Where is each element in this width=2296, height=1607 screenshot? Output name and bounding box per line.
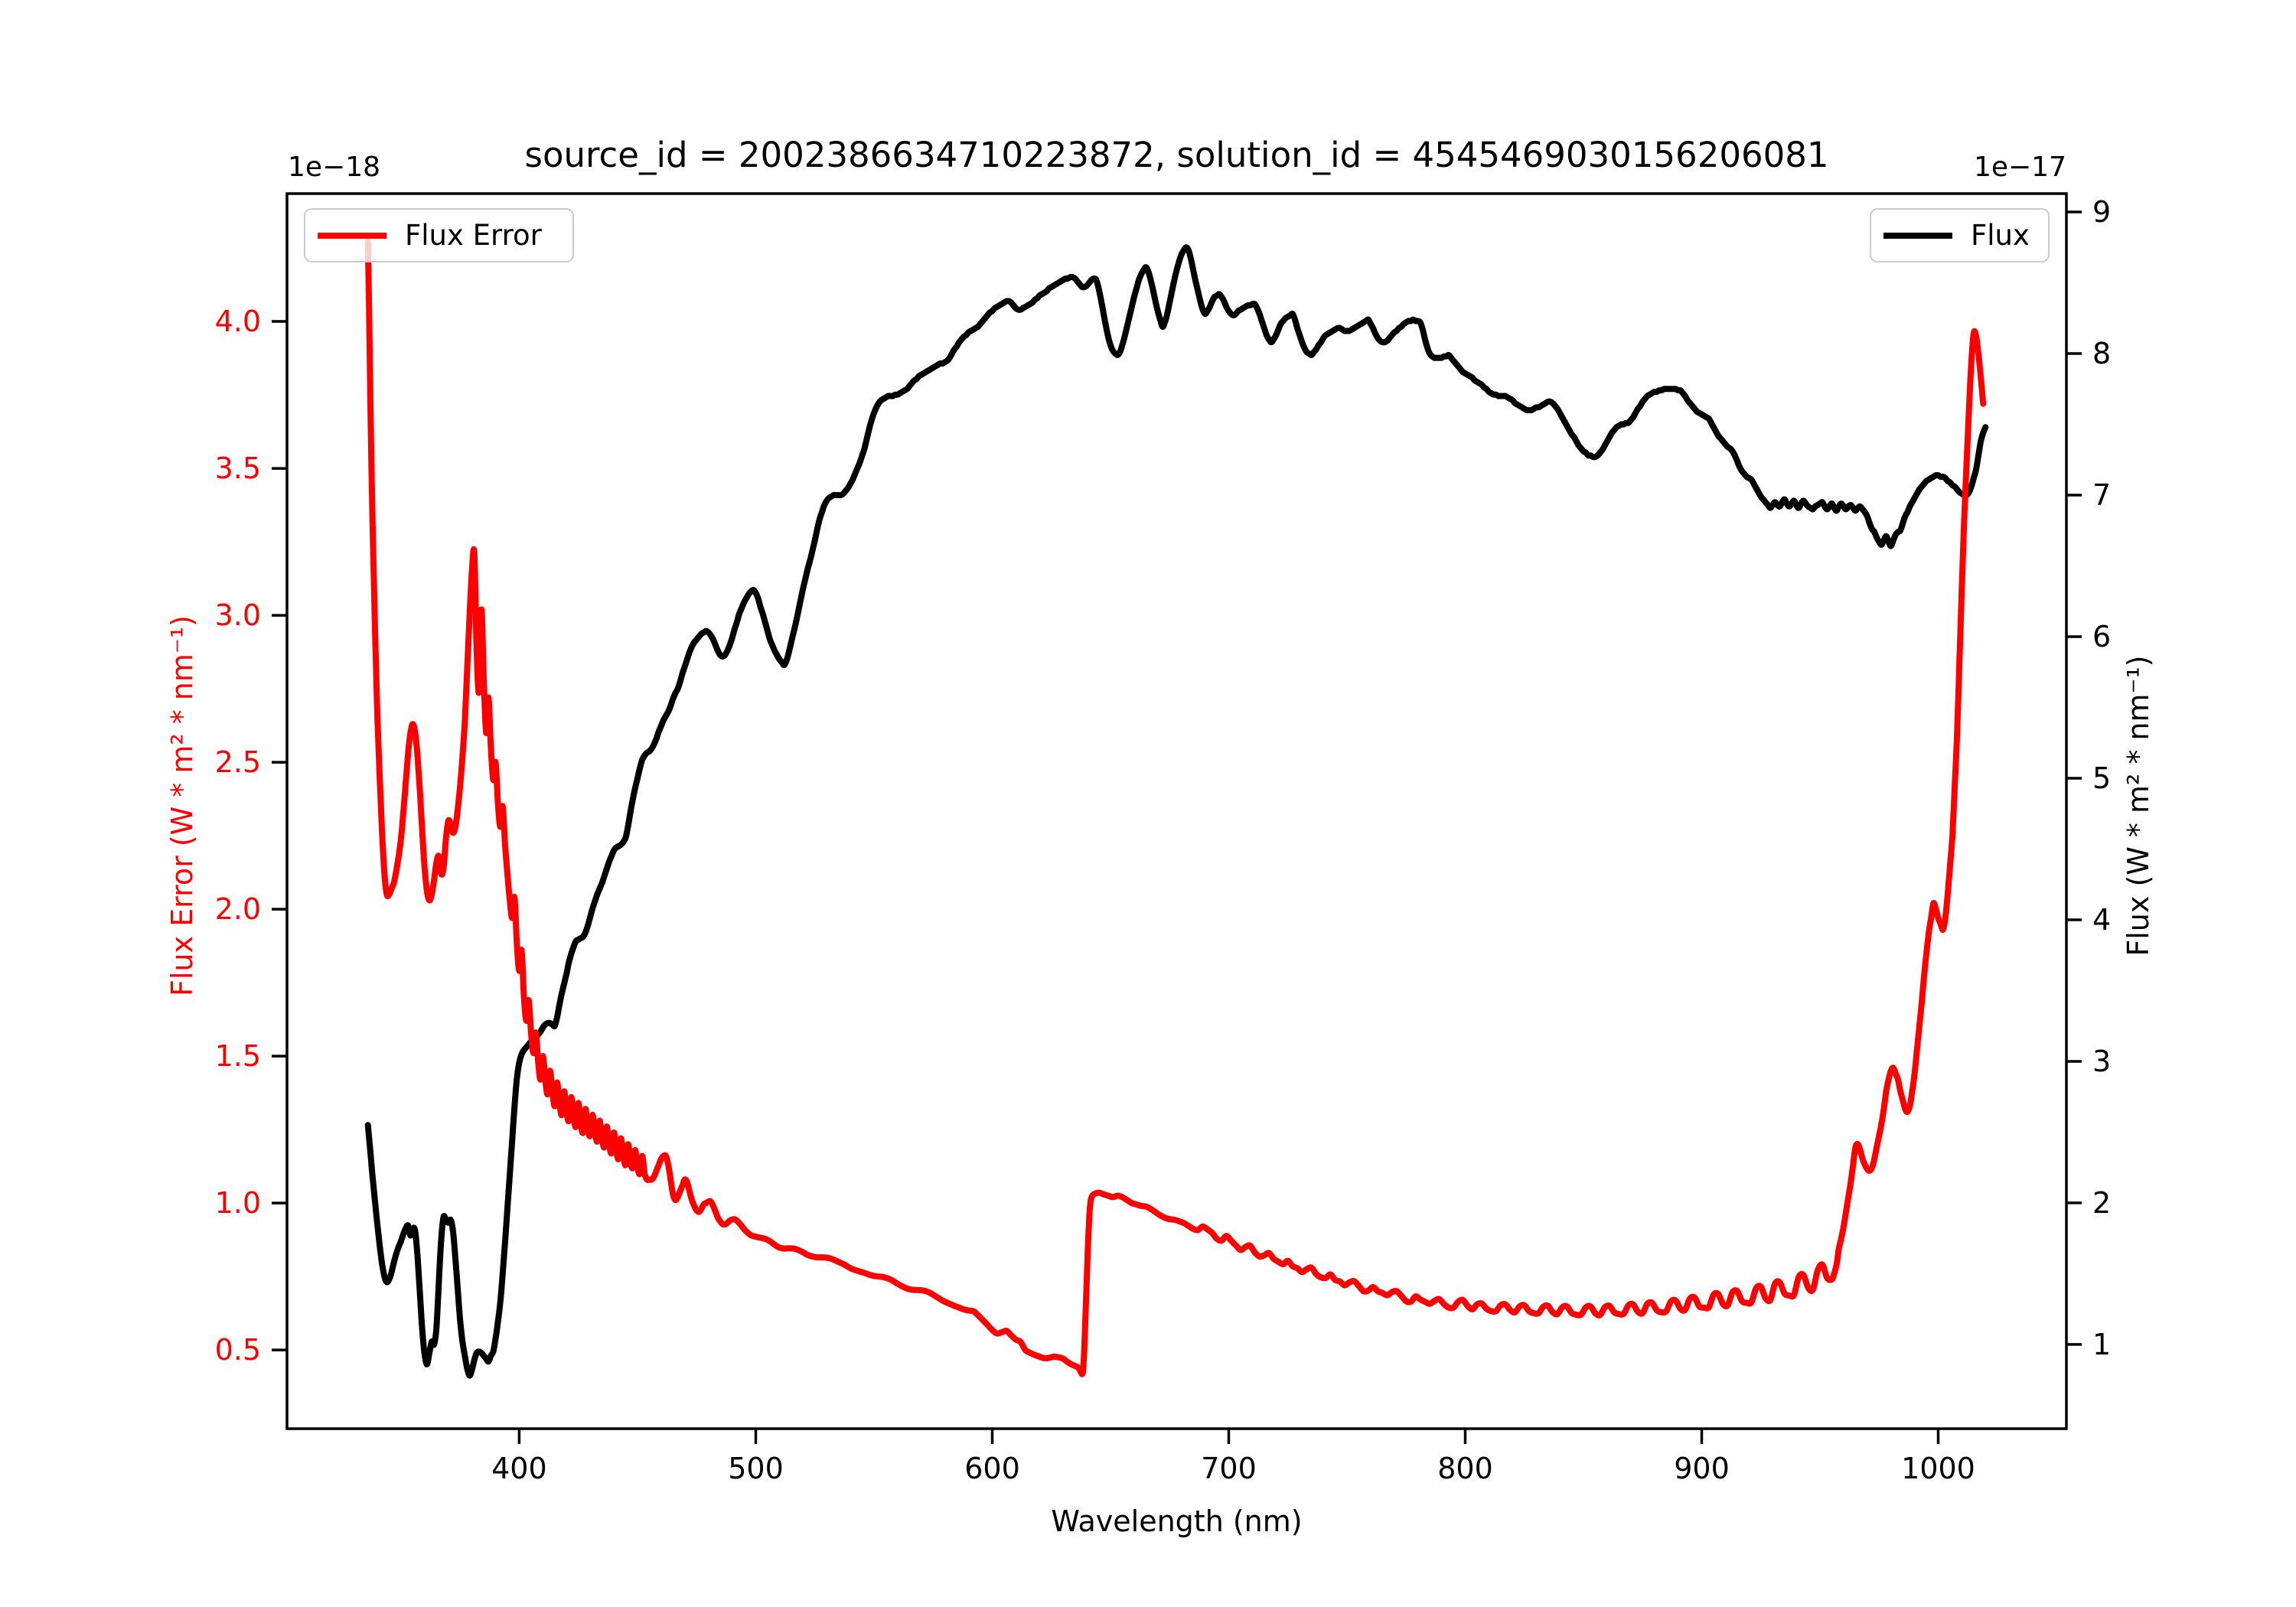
flux-error-swatch: [318, 232, 386, 239]
x-tick-label: 800: [1437, 1452, 1493, 1485]
left-y-tick-label: 4.0: [215, 305, 261, 338]
right-y-tick-label: 7: [2092, 478, 2111, 512]
legend-flux: Flux: [1870, 208, 2050, 262]
right-axis-offset-label: 1e−17: [1973, 152, 2066, 183]
x-tick-label: 500: [728, 1452, 784, 1485]
legend-flux-error-label: Flux Error: [405, 219, 542, 252]
left-y-tick-label: 1.5: [215, 1039, 261, 1073]
right-y-tick-label: 3: [2092, 1045, 2111, 1078]
plot-border: [285, 192, 2068, 1430]
left-y-tick-label: 0.5: [215, 1333, 261, 1367]
x-tick-label: 900: [1674, 1452, 1730, 1485]
x-tick-label: 1000: [1901, 1452, 1975, 1485]
left-y-tick-label: 3.5: [215, 451, 261, 485]
right-y-tick-label: 5: [2092, 761, 2111, 795]
flux-line: [364, 244, 1989, 1379]
x-tick-label: 400: [491, 1452, 547, 1485]
x-axis-label: Wavelength (nm): [1051, 1504, 1303, 1538]
left-axis-offset-label: 1e−18: [288, 152, 381, 183]
legend-flux-label: Flux: [1971, 219, 2030, 252]
left-y-tick-label: 3.0: [215, 598, 261, 632]
left-y-axis-label: Flux Error (W * m² * nm⁻¹): [165, 615, 199, 996]
right-y-tick-label: 4: [2092, 903, 2111, 937]
x-tick-label: 700: [1201, 1452, 1257, 1485]
x-tick-label: 600: [964, 1452, 1020, 1485]
right-y-tick-label: 8: [2092, 337, 2111, 370]
left-y-tick-label: 2.5: [215, 745, 261, 779]
flux-swatch: [1883, 232, 1952, 239]
right-y-axis: 1 2 3 4 5 6 7 8 9: [2066, 195, 2111, 1361]
right-y-tick-label: 6: [2092, 620, 2111, 654]
flux-error-line: [364, 239, 1987, 1377]
right-y-tick-label: 2: [2092, 1186, 2111, 1220]
left-y-axis: 0.5 1.0 1.5 2.0 2.5 3.0 3.5 4.0: [215, 305, 287, 1367]
left-y-tick-label: 1.0: [215, 1186, 261, 1220]
right-y-axis-label: Flux (W * m² * nm⁻¹): [2122, 655, 2155, 957]
right-y-tick-label: 9: [2092, 195, 2111, 229]
x-axis: 400 500 600 700 800 900 1000: [491, 1429, 1975, 1485]
legend-flux-error: Flux Error: [304, 208, 574, 262]
left-y-tick-label: 2.0: [215, 892, 261, 926]
right-y-tick-label: 1: [2092, 1328, 2111, 1361]
chart-title: source_id = 2002386634710223872, solutio…: [524, 135, 1829, 175]
